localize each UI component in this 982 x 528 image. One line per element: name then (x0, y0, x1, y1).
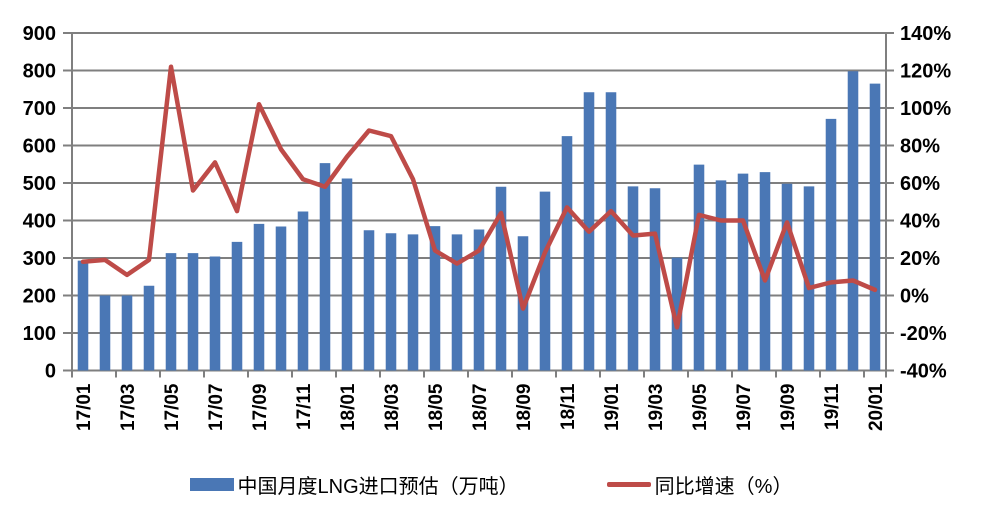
x-axis-label: 19/01 (602, 383, 623, 431)
bar-17-05 (165, 253, 177, 371)
chart-canvas: 900 140% 800 120% 700 100% 600 80% 500 60% 400 40% 3… (23, 23, 952, 432)
bar-17-09 (253, 223, 265, 371)
x-axis-label: 18/09 (514, 384, 535, 432)
x-axis-label: 18/01 (338, 383, 359, 431)
bar-19-01 (605, 92, 617, 371)
x-axis-label: 18/11 (558, 383, 579, 430)
x-axis-label: 18/07 (470, 384, 491, 432)
y-axis-left-label: 500 (23, 173, 56, 195)
bar-series-label: 中国月度LNG进口预估（万吨） (237, 476, 519, 498)
bar-17-07 (209, 256, 221, 371)
bar-19-09 (781, 183, 793, 371)
x-axis-label: 18/03 (382, 384, 403, 432)
x-axis-label: 17/01 (74, 383, 95, 431)
x-axis-label: 20/01 (866, 383, 887, 431)
bar-19-07 (737, 173, 749, 371)
y-axis-left-label: 300 (23, 248, 56, 270)
bar-18-11 (561, 136, 573, 371)
y-axis-left-label: 800 (23, 61, 56, 83)
bar-17-12 (319, 163, 331, 371)
growth-line (80, 64, 878, 330)
bar-19-11 (825, 118, 837, 371)
bar-17-03 (121, 295, 133, 371)
bar-19-12 (847, 71, 859, 371)
y-axis-right-label: 100% (900, 98, 951, 120)
bar-18-01 (341, 178, 353, 371)
y-axis-left-label: 200 (23, 286, 56, 308)
line-series-label: 同比增速（%） (654, 476, 793, 498)
bar-18-07 (473, 229, 485, 371)
bar-18-06 (451, 234, 463, 371)
x-axis-label: 17/05 (162, 383, 183, 431)
bar-17-01 (77, 260, 89, 371)
bar-19-04 (671, 257, 683, 371)
bar-18-08 (495, 186, 507, 371)
y-axis-right-label: 20% (900, 248, 940, 270)
y-axis-right-label: 60% (900, 173, 940, 195)
y-axis-left-label: 0 (45, 361, 56, 383)
y-axis-right-label: 0% (900, 286, 929, 308)
x-axis-label: 19/05 (690, 383, 711, 431)
legend-item-bar-series: 中国月度LNG进口预估（万吨） (189, 470, 519, 499)
y-axis-right-label: -40% (900, 361, 947, 383)
y-axis-right-label: 40% (900, 211, 940, 233)
bar-18-05 (429, 226, 441, 371)
x-axis-label: 19/03 (646, 384, 667, 432)
bar-18-04 (407, 234, 419, 371)
x-axis-label: 19/07 (734, 384, 755, 432)
y-axis-right-label: 120% (900, 61, 951, 83)
bar-19-08 (759, 172, 771, 371)
y-axis-right-label: -20% (900, 323, 947, 345)
x-axis-label: 18/05 (426, 383, 447, 431)
y-axis-left-label: 400 (23, 211, 56, 233)
y-axis-right-label: 80% (900, 136, 940, 158)
x-axis-label: 19/09 (778, 384, 799, 432)
bar-18-03 (385, 233, 397, 371)
chart-legend: 中国月度LNG进口预估（万吨） 同比增速（%） (0, 470, 982, 499)
bar-19-02 (627, 186, 639, 371)
bar-18-02 (363, 230, 375, 371)
x-axis-label: 17/03 (118, 384, 139, 432)
bar-19-03 (649, 188, 661, 371)
bar-17-06 (187, 253, 199, 371)
y-axis-right-label: 140% (900, 23, 951, 45)
bar-19-05 (693, 164, 705, 371)
x-axis-label: 19/11 (822, 383, 843, 430)
bar-19-10 (803, 186, 815, 371)
bar-17-02 (99, 295, 111, 371)
x-axis-label: 17/07 (206, 384, 227, 432)
bar-18-10 (539, 191, 551, 371)
bar-17-11 (297, 211, 309, 371)
bar-series-swatch (189, 478, 234, 491)
bar-19-06 (715, 180, 727, 371)
y-axis-left-label: 700 (23, 98, 56, 120)
bar-20-01 (869, 83, 881, 371)
bar-17-08 (231, 241, 243, 371)
x-axis-label: 17/11 (294, 383, 315, 430)
y-axis-left-label: 600 (23, 136, 56, 158)
line-series-swatch (606, 482, 651, 487)
bar-17-10 (275, 226, 287, 371)
bar-17-04 (143, 285, 155, 371)
legend-item-line-series: 同比增速（%） (606, 470, 793, 499)
y-axis-left-label: 900 (23, 23, 56, 45)
x-axis-label: 17/09 (250, 384, 271, 432)
y-axis-left-label: 100 (23, 323, 56, 345)
